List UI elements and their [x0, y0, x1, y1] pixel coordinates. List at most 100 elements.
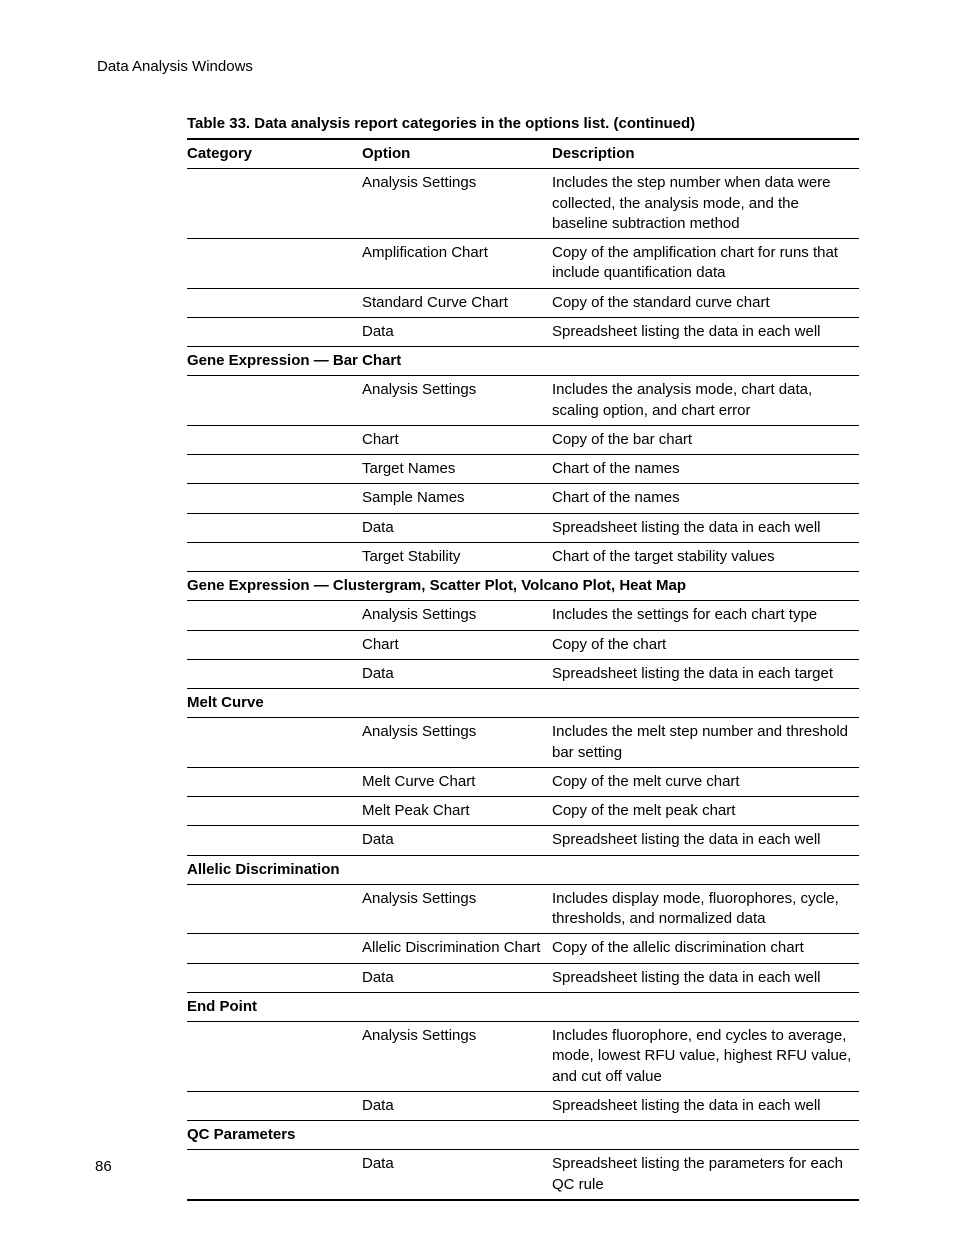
cell-category: [187, 425, 362, 454]
cell-category: [187, 376, 362, 426]
table-row: Melt Peak ChartCopy of the melt peak cha…: [187, 797, 859, 826]
cell-option: Data: [362, 1150, 552, 1200]
cell-option: Analysis Settings: [362, 376, 552, 426]
cell-description: Includes the settings for each chart typ…: [552, 601, 859, 630]
cell-option: Melt Peak Chart: [362, 797, 552, 826]
table-section-row: Gene Expression — Bar Chart: [187, 347, 859, 376]
report-categories-table: Category Option Description Analysis Set…: [187, 138, 859, 1201]
cell-category: [187, 542, 362, 571]
table-section-row: Allelic Discrimination: [187, 855, 859, 884]
cell-category: [187, 513, 362, 542]
table-header-row: Category Option Description: [187, 139, 859, 169]
table-row: Amplification ChartCopy of the amplifica…: [187, 239, 859, 289]
table-row: Target StabilityChart of the target stab…: [187, 542, 859, 571]
cell-description: Includes display mode, fluorophores, cyc…: [552, 884, 859, 934]
cell-description: Copy of the melt peak chart: [552, 797, 859, 826]
section-label: Gene Expression — Bar Chart: [187, 347, 859, 376]
table-row: DataSpreadsheet listing the data in each…: [187, 826, 859, 855]
cell-option: Target Stability: [362, 542, 552, 571]
cell-category: [187, 797, 362, 826]
cell-category: [187, 718, 362, 768]
cell-category: [187, 934, 362, 963]
cell-category: [187, 1091, 362, 1120]
cell-description: Includes the step number when data were …: [552, 169, 859, 239]
cell-category: [187, 317, 362, 346]
cell-description: Spreadsheet listing the data in each wel…: [552, 963, 859, 992]
section-label: QC Parameters: [187, 1121, 859, 1150]
cell-category: [187, 826, 362, 855]
table-body: Analysis SettingsIncludes the step numbe…: [187, 169, 859, 1200]
table-caption: Table 33. Data analysis report categorie…: [187, 115, 859, 132]
cell-category: [187, 455, 362, 484]
cell-description: Spreadsheet listing the data in each wel…: [552, 317, 859, 346]
cell-option: Analysis Settings: [362, 169, 552, 239]
cell-option: Data: [362, 826, 552, 855]
table-row: ChartCopy of the bar chart: [187, 425, 859, 454]
table-wrap: Table 33. Data analysis report categorie…: [187, 115, 859, 1201]
cell-description: Copy of the allelic discrimination chart: [552, 934, 859, 963]
cell-description: Copy of the bar chart: [552, 425, 859, 454]
table-row: DataSpreadsheet listing the data in each…: [187, 1091, 859, 1120]
section-label: Gene Expression — Clustergram, Scatter P…: [187, 572, 859, 601]
cell-description: Spreadsheet listing the data in each tar…: [552, 659, 859, 688]
cell-description: Includes fluorophore, end cycles to aver…: [552, 1022, 859, 1092]
document-page: Data Analysis Windows Table 33. Data ana…: [0, 0, 954, 1235]
cell-description: Copy of the standard curve chart: [552, 288, 859, 317]
table-row: DataSpreadsheet listing the data in each…: [187, 659, 859, 688]
cell-description: Includes the analysis mode, chart data, …: [552, 376, 859, 426]
table-section-row: Gene Expression — Clustergram, Scatter P…: [187, 572, 859, 601]
cell-option: Data: [362, 659, 552, 688]
table-row: Allelic Discrimination ChartCopy of the …: [187, 934, 859, 963]
section-label: End Point: [187, 992, 859, 1021]
table-row: DataSpreadsheet listing the data in each…: [187, 513, 859, 542]
cell-description: Includes the melt step number and thresh…: [552, 718, 859, 768]
cell-option: Melt Curve Chart: [362, 767, 552, 796]
cell-description: Copy of the melt curve chart: [552, 767, 859, 796]
cell-description: Chart of the names: [552, 484, 859, 513]
cell-option: Sample Names: [362, 484, 552, 513]
cell-category: [187, 767, 362, 796]
cell-description: Copy of the amplification chart for runs…: [552, 239, 859, 289]
table-row: Analysis SettingsIncludes the step numbe…: [187, 169, 859, 239]
cell-category: [187, 659, 362, 688]
table-row: Analysis SettingsIncludes display mode, …: [187, 884, 859, 934]
cell-option: Chart: [362, 425, 552, 454]
cell-option: Standard Curve Chart: [362, 288, 552, 317]
cell-option: Analysis Settings: [362, 601, 552, 630]
table-row: Analysis SettingsIncludes the melt step …: [187, 718, 859, 768]
cell-category: [187, 239, 362, 289]
cell-description: Chart of the names: [552, 455, 859, 484]
cell-description: Spreadsheet listing the data in each wel…: [552, 513, 859, 542]
cell-description: Spreadsheet listing the parameters for e…: [552, 1150, 859, 1200]
cell-category: [187, 884, 362, 934]
table-row: Analysis SettingsIncludes the settings f…: [187, 601, 859, 630]
cell-option: Amplification Chart: [362, 239, 552, 289]
table-section-row: Melt Curve: [187, 689, 859, 718]
cell-category: [187, 630, 362, 659]
cell-category: [187, 1022, 362, 1092]
table-row: DataSpreadsheet listing the parameters f…: [187, 1150, 859, 1200]
cell-option: Target Names: [362, 455, 552, 484]
table-row: DataSpreadsheet listing the data in each…: [187, 963, 859, 992]
table-row: Analysis SettingsIncludes the analysis m…: [187, 376, 859, 426]
page-number: 86: [95, 1158, 112, 1175]
table-row: Analysis SettingsIncludes fluorophore, e…: [187, 1022, 859, 1092]
table-row: ChartCopy of the chart: [187, 630, 859, 659]
cell-option: Data: [362, 1091, 552, 1120]
col-header-description: Description: [552, 139, 859, 169]
table-section-row: QC Parameters: [187, 1121, 859, 1150]
cell-category: [187, 1150, 362, 1200]
cell-category: [187, 963, 362, 992]
table-row: Standard Curve ChartCopy of the standard…: [187, 288, 859, 317]
cell-category: [187, 288, 362, 317]
cell-option: Analysis Settings: [362, 1022, 552, 1092]
cell-description: Spreadsheet listing the data in each wel…: [552, 826, 859, 855]
section-label: Melt Curve: [187, 689, 859, 718]
cell-description: Spreadsheet listing the data in each wel…: [552, 1091, 859, 1120]
cell-description: Copy of the chart: [552, 630, 859, 659]
section-label: Allelic Discrimination: [187, 855, 859, 884]
table-row: DataSpreadsheet listing the data in each…: [187, 317, 859, 346]
cell-category: [187, 169, 362, 239]
cell-option: Chart: [362, 630, 552, 659]
cell-option: Data: [362, 513, 552, 542]
